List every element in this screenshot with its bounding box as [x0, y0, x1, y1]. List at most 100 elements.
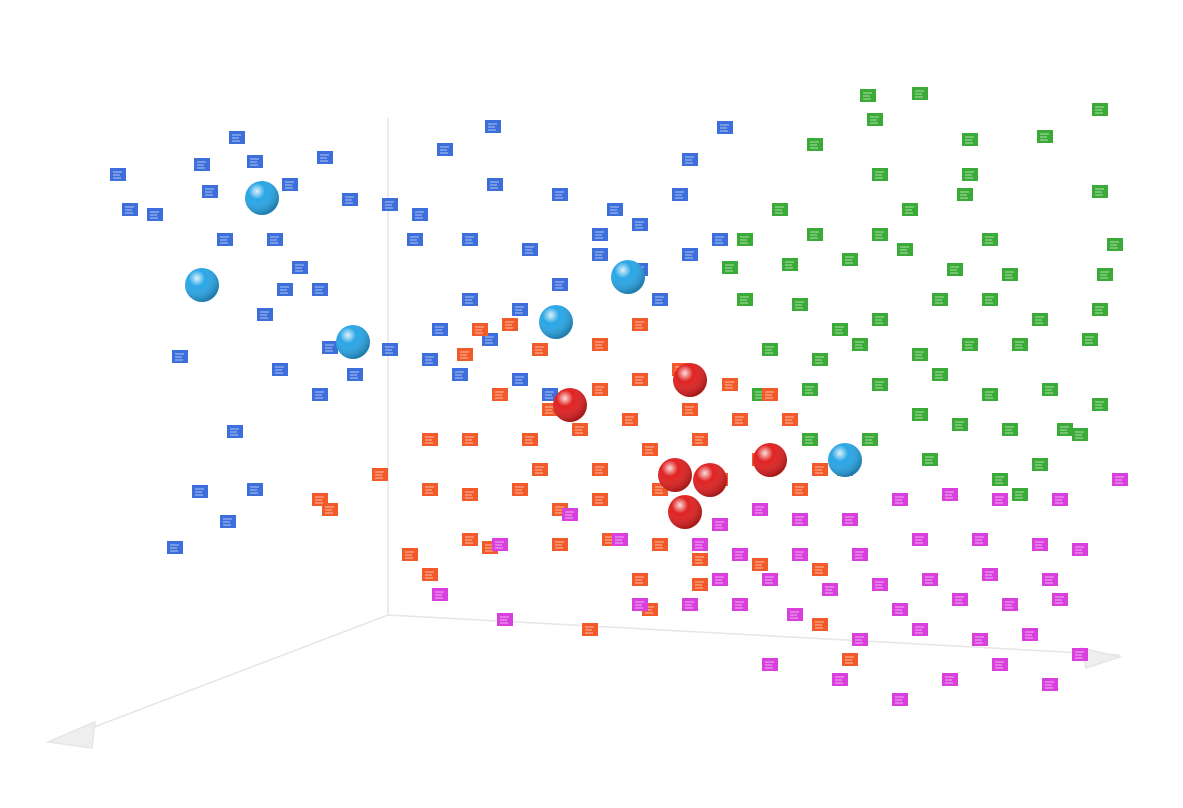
- square-point: [167, 541, 183, 554]
- square-point: [1092, 103, 1108, 116]
- point-label-lines: [765, 391, 774, 399]
- point-label-lines: [1075, 651, 1084, 659]
- point-label-lines: [415, 211, 424, 219]
- square-point: [822, 583, 838, 596]
- square-point: [922, 453, 938, 466]
- point-label-lines: [695, 541, 704, 549]
- point-label-lines: [875, 316, 884, 324]
- square-point: [497, 613, 513, 626]
- point-label-lines: [685, 601, 694, 609]
- square-point: [277, 283, 293, 296]
- point-label-lines: [285, 181, 294, 189]
- point-label-lines: [795, 301, 804, 309]
- square-point: [372, 468, 388, 481]
- point-label-lines: [965, 171, 974, 179]
- point-label-lines: [960, 191, 969, 199]
- point-label-lines: [815, 466, 824, 474]
- axis-arrow: [45, 720, 96, 749]
- point-label-lines: [535, 346, 544, 354]
- point-label-lines: [615, 536, 624, 544]
- point-label-lines: [195, 488, 204, 496]
- point-label-lines: [900, 246, 909, 254]
- point-label-lines: [775, 206, 784, 214]
- square-point: [652, 538, 668, 551]
- square-point: [682, 153, 698, 166]
- point-label-lines: [785, 261, 794, 269]
- square-point: [692, 553, 708, 566]
- point-label-lines: [500, 616, 509, 624]
- point-label-lines: [995, 496, 1004, 504]
- point-label-lines: [1095, 106, 1104, 114]
- point-label-lines: [555, 541, 564, 549]
- point-label-lines: [425, 486, 434, 494]
- point-label-lines: [765, 576, 774, 584]
- point-label-lines: [825, 586, 834, 594]
- square-point: [1052, 493, 1068, 506]
- square-point: [1002, 423, 1018, 436]
- point-label-lines: [465, 236, 474, 244]
- point-label-lines: [250, 158, 259, 166]
- sphere-shine: [828, 443, 862, 477]
- point-label-lines: [465, 536, 474, 544]
- point-label-lines: [345, 196, 354, 204]
- square-point: [807, 228, 823, 241]
- square-point: [1037, 130, 1053, 143]
- point-label-lines: [280, 286, 289, 294]
- point-label-lines: [125, 206, 134, 214]
- square-point: [982, 568, 998, 581]
- point-label-lines: [1075, 546, 1084, 554]
- point-label-lines: [1025, 631, 1034, 639]
- sphere-shine: [668, 495, 702, 529]
- sphere-shine: [553, 388, 587, 422]
- point-label-lines: [565, 511, 574, 519]
- square-point: [347, 368, 363, 381]
- point-label-lines: [715, 236, 724, 244]
- square-point: [267, 233, 283, 246]
- point-label-lines: [150, 211, 159, 219]
- point-label-lines: [945, 676, 954, 684]
- square-point: [982, 388, 998, 401]
- point-label-lines: [232, 134, 241, 142]
- point-label-lines: [845, 516, 854, 524]
- point-label-lines: [220, 236, 229, 244]
- square-point: [752, 503, 768, 516]
- square-point: [1032, 313, 1048, 326]
- square-point: [932, 293, 948, 306]
- point-label-lines: [1040, 133, 1049, 141]
- square-point: [772, 203, 788, 216]
- point-label-lines: [955, 421, 964, 429]
- square-point: [1112, 473, 1128, 486]
- square-point: [842, 513, 858, 526]
- point-label-lines: [515, 486, 524, 494]
- square-point: [812, 563, 828, 576]
- point-label-lines: [595, 496, 604, 504]
- square-point: [492, 388, 508, 401]
- point-label-lines: [635, 576, 644, 584]
- point-label-lines: [725, 381, 734, 389]
- point-label-lines: [855, 636, 864, 644]
- square-point: [672, 188, 688, 201]
- point-label-lines: [535, 466, 544, 474]
- square-point: [912, 87, 928, 100]
- square-point: [422, 433, 438, 446]
- point-label-lines: [440, 146, 449, 154]
- point-label-lines: [765, 661, 774, 669]
- square-point: [437, 143, 453, 156]
- point-label-lines: [985, 391, 994, 399]
- square-point: [122, 203, 138, 216]
- point-label-lines: [315, 391, 324, 399]
- point-label-lines: [1055, 496, 1064, 504]
- square-point: [592, 248, 608, 261]
- point-label-lines: [675, 191, 684, 199]
- point-label-lines: [490, 181, 499, 189]
- square-point: [972, 533, 988, 546]
- point-label-lines: [805, 436, 814, 444]
- point-label-lines: [715, 576, 724, 584]
- square-point: [972, 633, 988, 646]
- square-point: [1092, 303, 1108, 316]
- point-label-lines: [735, 601, 744, 609]
- square-point: [522, 243, 538, 256]
- square-point: [532, 343, 548, 356]
- square-point: [1042, 573, 1058, 586]
